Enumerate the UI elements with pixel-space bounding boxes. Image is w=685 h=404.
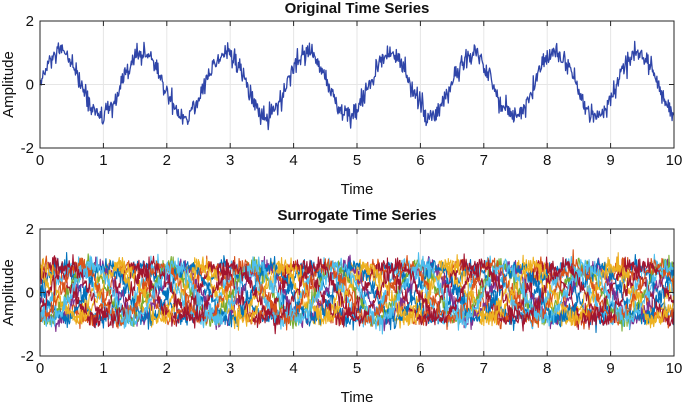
surrogate-x-tick-label: 7 [480,360,488,377]
surrogate-series-line-12 [39,254,675,335]
original-x-tick-label: 5 [353,152,361,169]
surrogate-series [39,249,675,335]
original-y-axis-label: Amplitude [0,51,17,118]
surrogate-series-line-11 [39,252,675,335]
original-x-tick-label: 3 [226,152,234,169]
surrogate-x-tick-label: 3 [226,360,234,377]
surrogate-series-line-8 [39,255,675,331]
surrogate-y-ticks: -2 0 2 [21,221,674,365]
surrogate-x-tick-label: 8 [543,360,551,377]
original-time-series-panel: Original Time Series 0 1 2 3 4 5 6 7 8 9 10 -202 T… [0,0,682,198]
original-series-line [39,40,675,131]
original-x-tick-label: 4 [289,152,297,169]
surrogate-x-tick-label: 10 [666,360,683,377]
original-x-tick-label: 2 [163,152,171,169]
original-x-tick-label: 10 [666,152,683,169]
surrogate-y-tick-label: 0 [26,285,34,302]
surrogate-x-ticks: 0 1 2 3 4 5 6 7 8 9 10 [36,229,683,377]
surrogate-y-tick-label: 2 [26,221,34,238]
original-x-tick-label: 6 [416,152,424,169]
surrogate-y-axis-label: Amplitude [0,259,17,326]
original-y-ticks: -2 0 2 [21,13,674,157]
surrogate-x-tick-label: 1 [99,360,107,377]
original-x-tick-label: 8 [543,152,551,169]
original-x-tick-label: 9 [606,152,614,169]
surrogate-x-tick-label: 0 [36,360,44,377]
surrogate-series-line-10 [39,252,675,329]
original-series [39,40,675,131]
original-y-tick-label: 0 [26,77,34,94]
surrogate-time-series-panel: Surrogate Time Series 0 1 2 3 4 5 6 7 8 9 10 -202 … [0,207,682,404]
surrogate-x-tick-label: 4 [289,360,297,377]
surrogate-x-axis-label: Time [341,389,374,404]
original-x-tick-label: 0 [36,152,44,169]
original-x-tick-label: 7 [480,152,488,169]
original-y-tick-label: 2 [26,13,34,30]
surrogate-x-tick-label: 2 [163,360,171,377]
surrogate-x-tick-label: 5 [353,360,361,377]
original-y-tick-label: -2 [21,140,34,157]
original-x-axis-label: Time [341,181,374,198]
original-x-ticks: 0 1 2 3 4 5 6 7 8 9 10 [36,21,683,169]
surrogate-x-tick-label: 9 [606,360,614,377]
surrogate-y-tick-label: -2 [21,348,34,365]
surrogate-chart-title: Surrogate Time Series [278,207,437,224]
original-x-tick-label: 1 [99,152,107,169]
surrogate-x-tick-label: 6 [416,360,424,377]
original-chart-title: Original Time Series [285,0,430,17]
original-grid [40,21,674,148]
